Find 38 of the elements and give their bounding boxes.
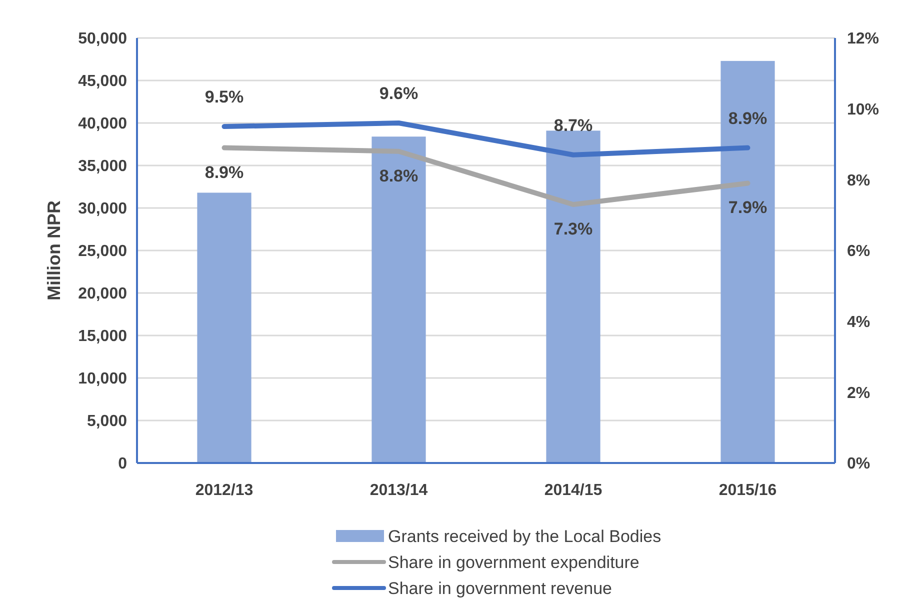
data-label: 8.8% bbox=[379, 166, 418, 186]
y-tick-label: 40,000 bbox=[78, 116, 128, 133]
data-label: 7.9% bbox=[728, 198, 768, 218]
x-tick-label: 2015/16 bbox=[718, 482, 777, 499]
bar bbox=[720, 60, 775, 463]
y-tick-label: 45,000 bbox=[78, 73, 128, 90]
y2-tick-label: 12% bbox=[847, 30, 880, 48]
data-label: 7.3% bbox=[554, 219, 593, 238]
y2-tick-label: 0% bbox=[847, 456, 870, 473]
y-tick-label: 30,000 bbox=[78, 200, 128, 218]
y-tick-label: 15,000 bbox=[78, 328, 128, 346]
legend-label: Share in government revenue bbox=[388, 578, 612, 598]
data-label: 9.6% bbox=[379, 84, 418, 103]
y-tick-label: 25,000 bbox=[78, 243, 128, 260]
y-tick-label: 50,000 bbox=[78, 30, 128, 48]
y-tick-label: 0 bbox=[118, 456, 128, 473]
data-label: 9.5% bbox=[204, 88, 244, 107]
x-tick-label: 2014/15 bbox=[544, 482, 602, 499]
bar bbox=[372, 136, 426, 463]
bar bbox=[546, 130, 600, 463]
y-tick-label: 20,000 bbox=[78, 286, 128, 303]
bar bbox=[197, 192, 252, 463]
data-label: 8.9% bbox=[728, 108, 768, 128]
data-label: 8.7% bbox=[554, 116, 593, 135]
legend-label: Grants received by the Local Bodies bbox=[388, 526, 662, 546]
y-tick-label: 5,000 bbox=[86, 413, 128, 430]
x-tick-label: 2013/14 bbox=[370, 482, 428, 499]
y2-tick-label: 6% bbox=[847, 243, 870, 260]
y2-tick-label: 2% bbox=[847, 384, 870, 402]
x-tick-label: 2012/13 bbox=[195, 482, 254, 499]
y-tick-label: 10,000 bbox=[78, 370, 128, 388]
y2-tick-label: 8% bbox=[847, 172, 870, 190]
y-axis-title: Million NPR bbox=[44, 200, 64, 300]
y2-tick-label: 4% bbox=[847, 314, 870, 331]
legend-label: Share in government expenditure bbox=[388, 552, 640, 572]
y-tick-label: 35,000 bbox=[78, 158, 128, 176]
y2-tick-label: 10% bbox=[847, 101, 880, 118]
data-label: 8.9% bbox=[204, 162, 244, 182]
